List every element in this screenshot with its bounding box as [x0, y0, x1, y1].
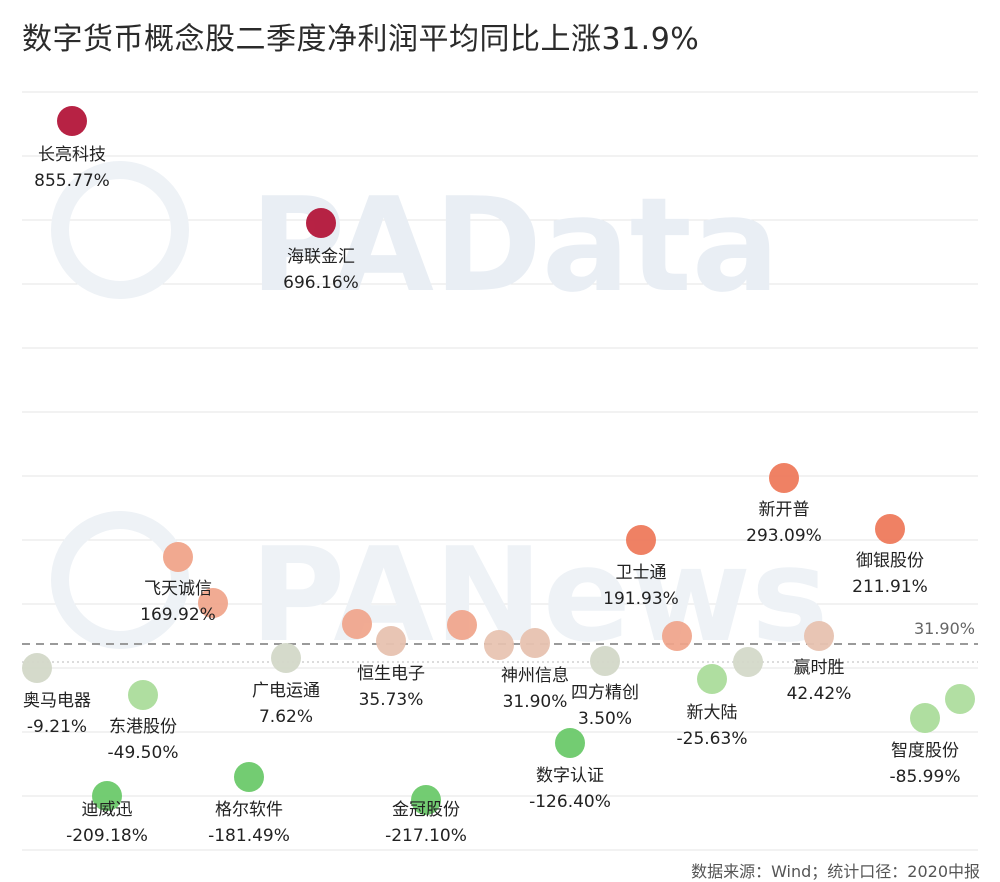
data-point-value: -25.63% [677, 729, 748, 749]
data-point-name: 御银股份 [856, 551, 924, 571]
data-point-value: 696.16% [283, 273, 359, 293]
data-point-value: 855.77% [34, 171, 110, 191]
data-point [271, 643, 301, 673]
data-point [306, 208, 336, 238]
chart-title: 数字货币概念股二季度净利润平均同比上涨31.9% [22, 22, 700, 57]
data-point-value: 3.50% [578, 709, 632, 729]
data-point-value: 191.93% [603, 589, 679, 609]
data-point-name: 卫士通 [616, 563, 667, 583]
data-point [590, 646, 620, 676]
data-point-value: 7.62% [259, 707, 313, 727]
watermark-padata: PAData [250, 169, 779, 321]
data-point [626, 525, 656, 555]
data-point [520, 628, 550, 658]
data-point [697, 664, 727, 694]
data-point [804, 621, 834, 651]
average-line-label: 31.90% [914, 619, 975, 638]
data-point-unlabeled [342, 609, 372, 639]
data-point [555, 728, 585, 758]
data-point-name: 金冠股份 [392, 800, 460, 820]
data-point [22, 653, 52, 683]
data-point-unlabeled [945, 684, 975, 714]
data-point-value: -85.99% [890, 767, 961, 787]
data-point-value: -217.10% [385, 826, 467, 846]
data-point-name: 飞天诚信 [144, 579, 212, 599]
data-point [910, 703, 940, 733]
data-point-name: 广电运通 [252, 681, 320, 701]
data-point [411, 785, 441, 815]
data-point-name: 数字认证 [536, 766, 604, 786]
data-point-value: -209.18% [66, 826, 148, 846]
data-point-name: 新大陆 [687, 703, 738, 723]
data-points [22, 106, 975, 815]
data-point [57, 106, 87, 136]
data-point-value: 35.73% [359, 690, 424, 710]
data-point-unlabeled [447, 610, 477, 640]
data-point-unlabeled [733, 647, 763, 677]
data-point-name: 格尔软件 [215, 800, 283, 820]
data-point-name: 迪威迅 [82, 800, 133, 820]
watermark-logo-icon [51, 511, 189, 649]
data-point [128, 680, 158, 710]
data-source-note: 数据来源：Wind；统计口径：2020中报 [691, 862, 980, 881]
data-point-value: 42.42% [787, 684, 852, 704]
data-point [875, 514, 905, 544]
data-point-unlabeled [484, 630, 514, 660]
data-point-name: 赢时胜 [794, 658, 845, 678]
data-point-value: -181.49% [208, 826, 290, 846]
data-point [234, 762, 264, 792]
data-point-name: 神州信息 [501, 666, 569, 686]
data-point [376, 626, 406, 656]
data-point-value: -49.50% [108, 743, 179, 763]
data-point-name: 海联金汇 [287, 247, 355, 267]
data-point-name: 长亮科技 [38, 145, 106, 165]
data-point [769, 463, 799, 493]
data-point-value: -126.40% [529, 792, 611, 812]
data-point-value: 293.09% [746, 526, 822, 546]
data-point-unlabeled [198, 588, 228, 618]
data-point-name: 恒生电子 [357, 664, 425, 684]
data-point-value: 211.91% [852, 577, 928, 597]
data-point-name: 四方精创 [571, 683, 639, 703]
data-point-name: 东港股份 [109, 717, 177, 737]
watermark-logo-icon [51, 161, 189, 299]
data-point [92, 781, 122, 811]
data-point-unlabeled [662, 621, 692, 651]
data-labels: 长亮科技 855.77% 海联金汇 696.16% 飞天诚信 169.92% 奥马电器 -9.… [23, 145, 960, 846]
data-point-name: 新开普 [759, 500, 810, 520]
data-point-name: 奥马电器 [23, 691, 91, 711]
data-point-value: -9.21% [27, 717, 87, 737]
data-point-name: 智度股份 [891, 741, 959, 761]
data-point-value: 169.92% [140, 605, 216, 625]
data-point-value: 31.90% [503, 692, 568, 712]
data-point [163, 542, 193, 572]
